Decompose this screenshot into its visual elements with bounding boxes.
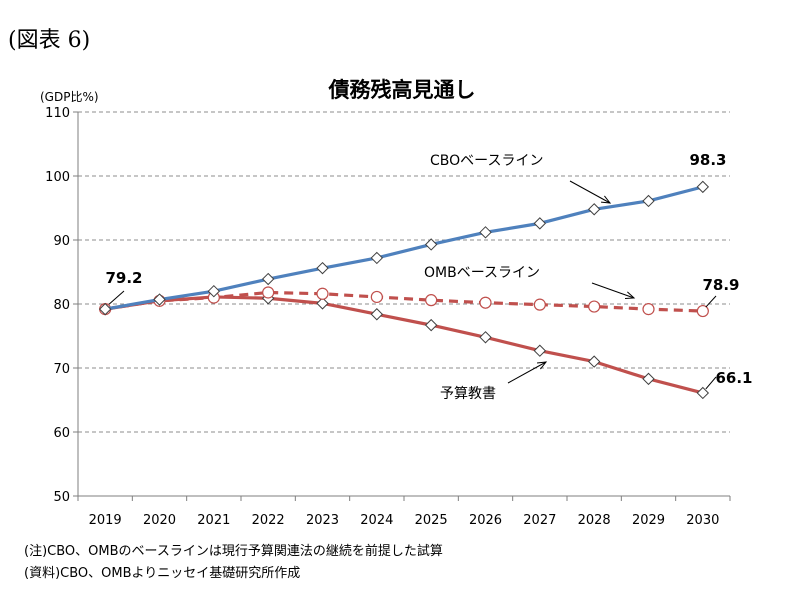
data-point bbox=[696, 386, 710, 400]
y-tick-labels: 50 60 70 80 90 100 110 bbox=[45, 106, 70, 505]
series-line bbox=[104, 290, 703, 313]
data-point bbox=[479, 331, 492, 344]
axes bbox=[73, 111, 731, 501]
data-point bbox=[479, 296, 492, 309]
y-tick-label: 80 bbox=[53, 298, 70, 313]
y-tick-label: 50 bbox=[53, 490, 70, 505]
data-point bbox=[587, 203, 601, 216]
data-point bbox=[424, 318, 438, 332]
series-line bbox=[104, 185, 704, 311]
series-arrow-omb-head bbox=[624, 291, 636, 300]
figure-label: (図表 6) bbox=[8, 28, 91, 53]
x-tick-label: 2019 bbox=[89, 513, 122, 528]
data-label-leader bbox=[705, 376, 717, 390]
x-tick-label: 2026 bbox=[469, 513, 502, 528]
series-arrow-cbo bbox=[569, 180, 611, 204]
data-point bbox=[316, 297, 329, 310]
data-point bbox=[533, 344, 547, 357]
data-point bbox=[262, 286, 275, 299]
data-point bbox=[642, 372, 655, 386]
series-label-omb: OMBベースライン bbox=[424, 265, 540, 281]
x-tick-label: 2028 bbox=[578, 513, 611, 528]
x-tick-label: 2021 bbox=[197, 513, 230, 528]
grid-lines bbox=[78, 111, 730, 433]
y-tick-label: 90 bbox=[53, 234, 70, 249]
x-tick-label: 2024 bbox=[360, 513, 393, 528]
series-arrow-omb bbox=[591, 282, 635, 299]
x-tick-label: 2022 bbox=[252, 513, 285, 528]
data-label: 98.3 bbox=[689, 151, 726, 169]
x-tick-label: 2027 bbox=[523, 513, 556, 528]
data-point bbox=[316, 287, 329, 300]
data-point bbox=[98, 302, 112, 316]
y-axis-unit-label: (GDP比%) bbox=[40, 90, 99, 104]
data-point bbox=[370, 308, 384, 321]
data-label: 66.1 bbox=[715, 369, 752, 387]
x-tick-label: 2029 bbox=[632, 513, 665, 528]
series-arrow-budget-head bbox=[536, 361, 548, 370]
data-label-leader bbox=[705, 295, 717, 308]
data-point bbox=[261, 272, 275, 286]
data-point bbox=[425, 294, 438, 307]
series-lines bbox=[98, 180, 710, 400]
data-point bbox=[696, 180, 710, 194]
y-tick-label: 100 bbox=[45, 170, 70, 185]
x-tick-label: 2023 bbox=[306, 513, 339, 528]
data-point bbox=[479, 226, 492, 239]
x-tick-labels: 2019 2020 2021 2022 2023 2024 2025 2026 2027 2028… bbox=[89, 513, 720, 528]
chart-note: (注)CBO、OMBのベースラインは現行予算関連法の継続を前提した試算 bbox=[24, 544, 443, 559]
series-label-budget: 予算教書 bbox=[440, 386, 496, 402]
x-tick-label: 2025 bbox=[415, 513, 448, 528]
data-point bbox=[587, 355, 601, 368]
data-point bbox=[370, 251, 384, 265]
x-tick-label: 2020 bbox=[143, 513, 176, 528]
series-label-cbo: CBOベースライン bbox=[430, 153, 543, 169]
data-point bbox=[316, 261, 329, 275]
y-tick-label: 60 bbox=[53, 426, 70, 441]
series-line bbox=[104, 295, 704, 395]
data-point bbox=[153, 293, 166, 306]
data-point bbox=[370, 290, 383, 304]
x-tick-label: 2030 bbox=[686, 513, 719, 528]
data-point bbox=[533, 217, 547, 230]
chart-title: 債務残高見通し bbox=[328, 78, 476, 102]
series-arrow-cbo-head bbox=[600, 195, 612, 204]
data-point bbox=[533, 298, 546, 311]
data-point bbox=[588, 300, 601, 313]
data-point bbox=[424, 238, 438, 251]
data-label-leader bbox=[108, 290, 125, 305]
chart-source: (資料)CBO、OMBよりニッセイ基礎研究所作成 bbox=[24, 566, 301, 581]
data-point bbox=[642, 194, 655, 208]
data-label: 78.9 bbox=[702, 276, 739, 294]
series-arrow-budget bbox=[507, 361, 547, 384]
data-point bbox=[207, 284, 221, 298]
y-tick-label: 70 bbox=[53, 362, 70, 377]
data-point bbox=[642, 303, 655, 316]
y-tick-label: 110 bbox=[45, 106, 70, 121]
data-point bbox=[696, 304, 709, 318]
data-label: 79.2 bbox=[105, 269, 142, 287]
